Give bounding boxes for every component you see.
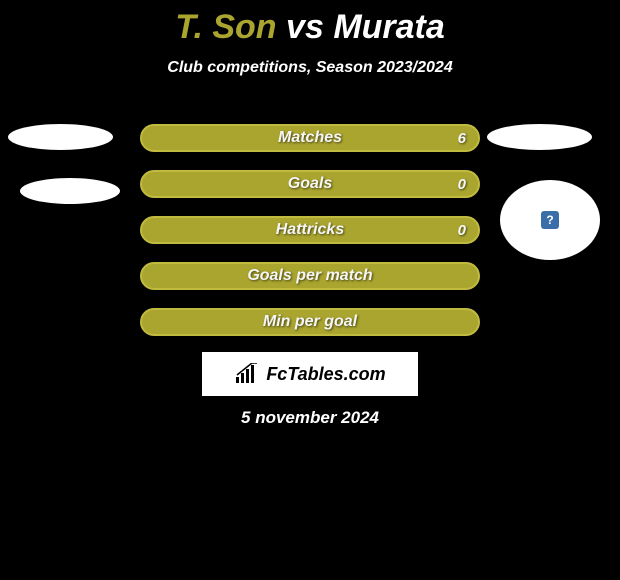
vs-text: vs: [286, 8, 324, 46]
player2-name: Murata: [333, 8, 444, 46]
stat-label: Hattricks: [276, 221, 344, 239]
stat-bar: Hattricks 0: [140, 216, 480, 244]
brand-text: FcTables.com: [266, 364, 385, 385]
player1-name: T. Son: [175, 8, 276, 46]
stat-bar: Min per goal: [140, 308, 480, 336]
avatar-left-1: [8, 124, 113, 150]
brand-box: FcTables.com: [202, 352, 418, 396]
stat-bar: Goals per match: [140, 262, 480, 290]
avatar-left-2: [20, 178, 120, 204]
stat-label: Goals: [288, 175, 332, 193]
stat-bar: Matches 6: [140, 124, 480, 152]
date-text: 5 november 2024: [0, 408, 620, 428]
avatar-right-1: [487, 124, 592, 150]
stat-label: Matches: [278, 129, 342, 147]
subtitle: Club competitions, Season 2023/2024: [0, 59, 620, 77]
avatar-right-2: ?: [500, 180, 600, 260]
stat-value: 6: [458, 130, 466, 147]
stats-bars: Matches 6 Goals 0 Hattricks 0 Goals per …: [140, 124, 480, 354]
stat-value: 0: [458, 176, 466, 193]
chart-icon: [234, 363, 260, 385]
placeholder-icon: ?: [541, 211, 559, 229]
stat-label: Goals per match: [247, 267, 372, 285]
stat-value: 0: [458, 222, 466, 239]
page-title: T. Son vs Murata: [0, 0, 620, 47]
stat-label: Min per goal: [263, 313, 357, 331]
placeholder-icon-glyph: ?: [546, 213, 553, 227]
stat-bar: Goals 0: [140, 170, 480, 198]
